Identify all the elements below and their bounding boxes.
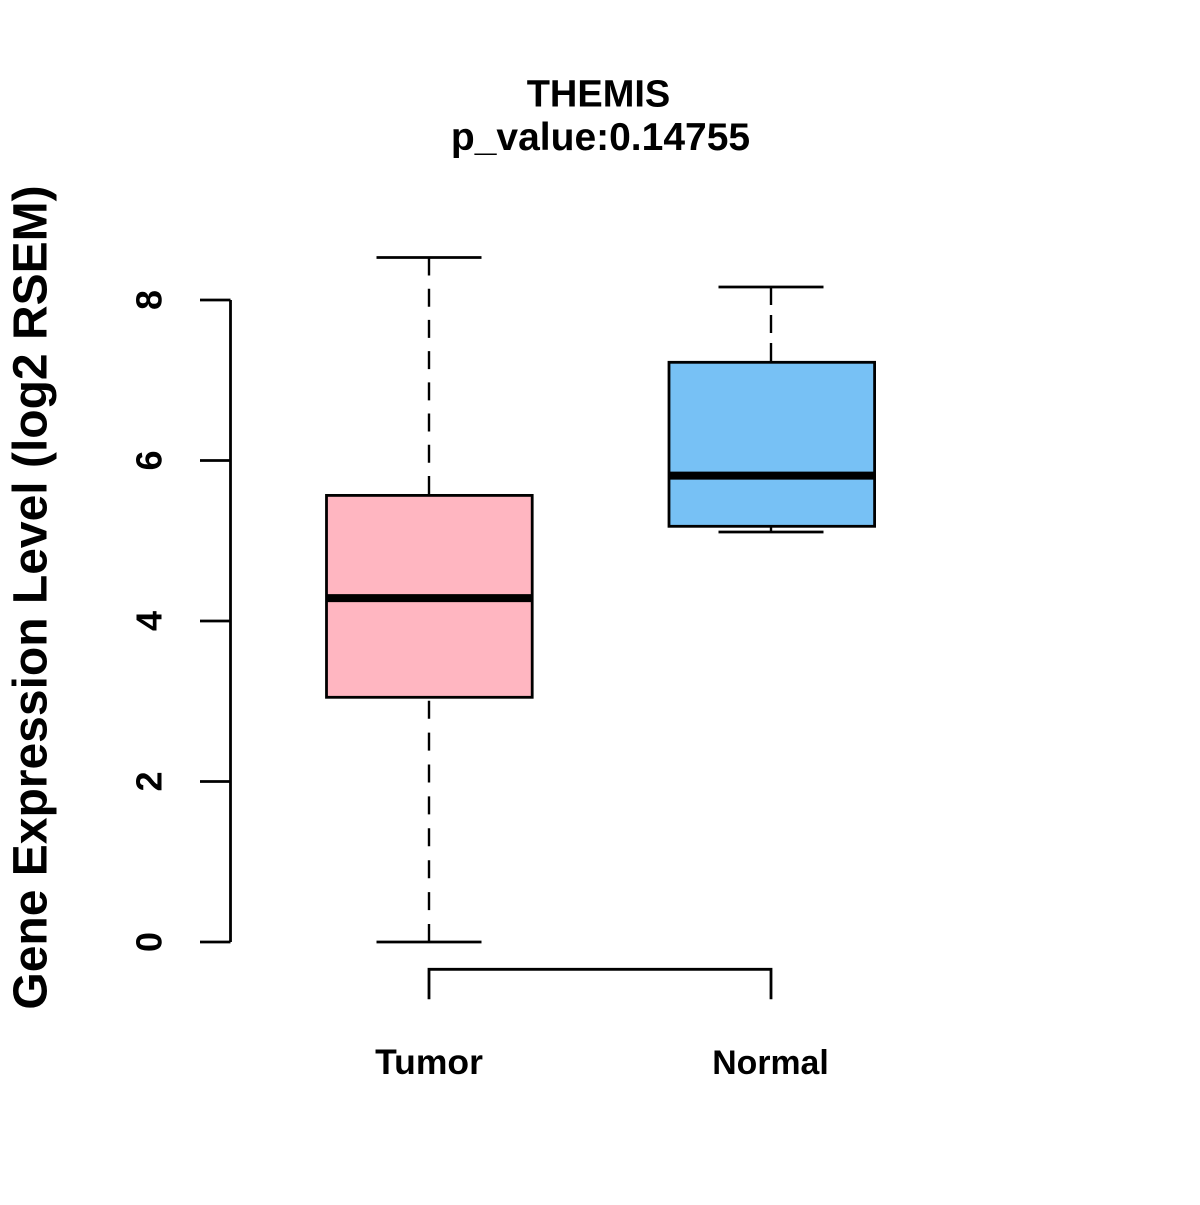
- svg-text:p_value:0.14755: p_value:0.14755: [451, 116, 750, 159]
- svg-text:0: 0: [129, 932, 170, 952]
- svg-text:8: 8: [129, 290, 170, 310]
- svg-text:THEMIS: THEMIS: [527, 74, 671, 116]
- svg-text:Gene Expression Level (log2 RS: Gene Expression Level (log2 RSEM): [5, 185, 58, 1009]
- svg-text:Tumor: Tumor: [375, 1042, 483, 1082]
- svg-text:6: 6: [129, 450, 170, 470]
- svg-text:4: 4: [129, 611, 170, 631]
- svg-text:2: 2: [129, 771, 170, 791]
- svg-text:Normal: Normal: [712, 1044, 828, 1082]
